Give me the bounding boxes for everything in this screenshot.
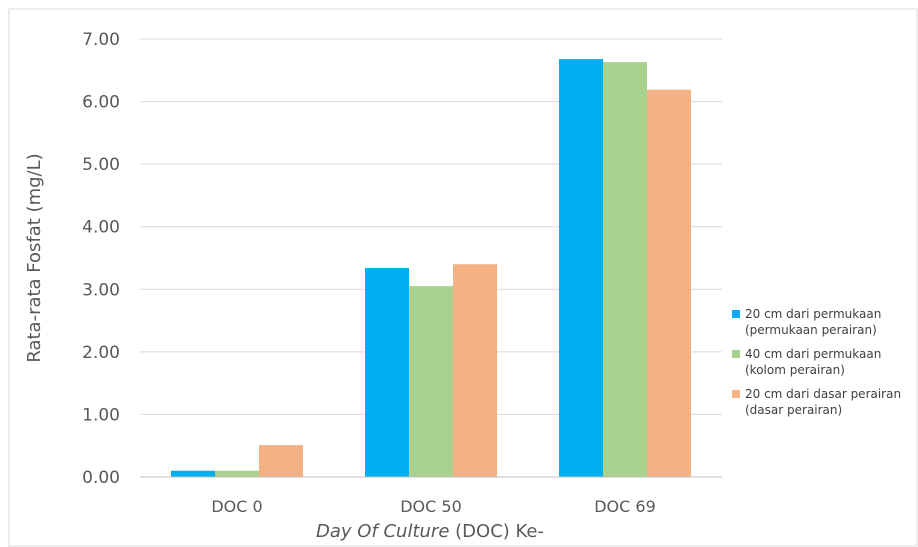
legend-label: (permukaan perairan) — [745, 323, 877, 337]
y-axis-ticks: 0.00 1.00 2.00 3.00 4.00 5.00 6.00 7.00 — [82, 30, 120, 488]
legend-label: 20 cm dari dasar perairan — [745, 387, 901, 401]
bar — [647, 89, 691, 477]
bar — [603, 62, 647, 477]
bar — [259, 445, 303, 477]
x-axis-title-rest: (DOC) Ke- — [449, 521, 544, 542]
bars — [171, 59, 691, 477]
y-tick-label: 6.00 — [82, 93, 120, 113]
x-axis-categories: DOC 0 DOC 50 DOC 69 — [211, 497, 655, 516]
bar — [365, 268, 409, 477]
y-tick-label: 3.00 — [82, 280, 120, 300]
y-tick-label: 0.00 — [82, 468, 120, 488]
bar — [215, 470, 259, 477]
legend-label: (kolom perairan) — [745, 363, 845, 377]
x-axis-title-italic: Day Of Culture — [316, 521, 449, 542]
y-tick-label: 1.00 — [82, 405, 120, 425]
x-category-label: DOC 0 — [211, 497, 262, 516]
legend-label: 40 cm dari permukaan — [745, 347, 881, 361]
x-category-label: DOC 69 — [594, 497, 656, 516]
y-tick-label: 2.00 — [82, 343, 120, 363]
x-axis-title: Day Of Culture (DOC) Ke- — [316, 521, 544, 542]
bar — [409, 286, 453, 477]
bar — [453, 264, 497, 477]
legend-swatch — [732, 310, 740, 318]
y-axis-title: Rata-rata Fosfat (mg/L) — [24, 153, 45, 362]
y-tick-label: 7.00 — [82, 30, 120, 50]
bar — [559, 59, 603, 477]
y-tick-label: 5.00 — [82, 155, 120, 175]
x-category-label: DOC 50 — [400, 497, 462, 516]
legend-swatch — [732, 350, 740, 358]
legend-label: 20 cm dari permukaan — [745, 307, 881, 321]
legend: 20 cm dari permukaan (permukaan perairan)… — [732, 307, 901, 417]
y-tick-label: 4.00 — [82, 218, 120, 238]
bar — [171, 470, 215, 477]
legend-label: (dasar perairan) — [745, 403, 842, 417]
legend-swatch — [732, 390, 740, 398]
